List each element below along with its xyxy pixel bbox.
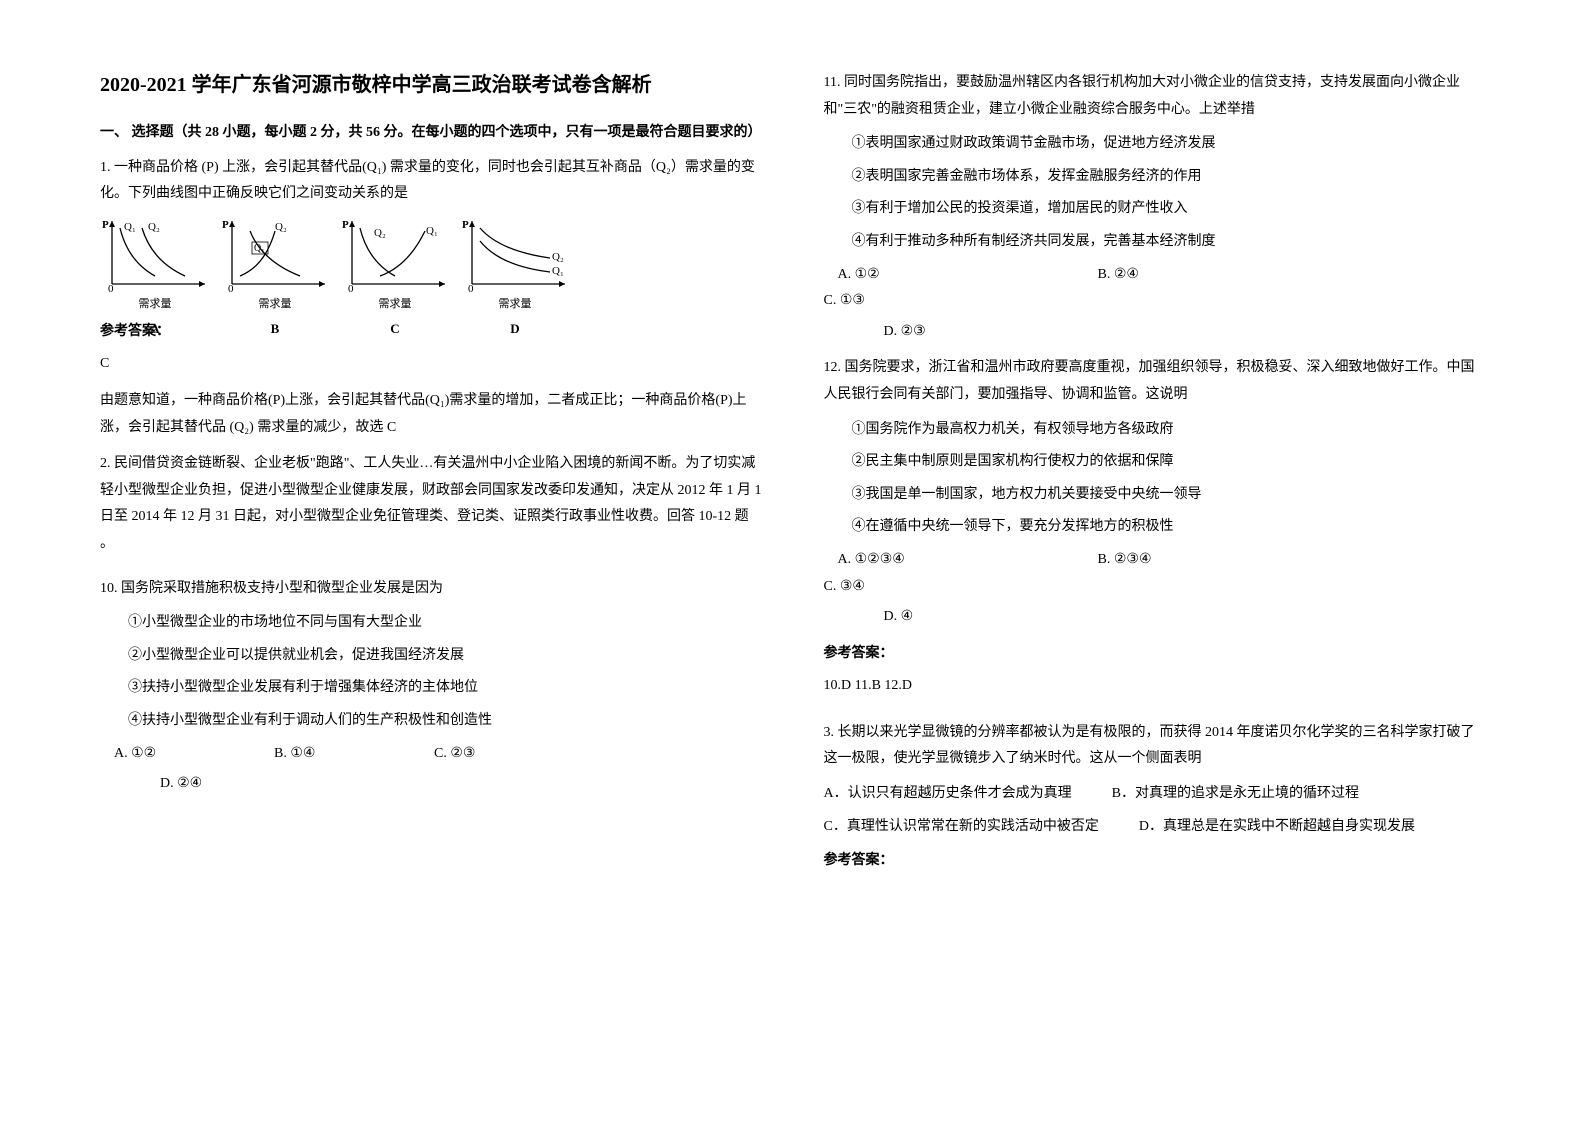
q2-intro: 2. 民间借贷资金链断裂、企业老板"跑路"、工人失业…有关温州中小企业陷入困境的… bbox=[100, 451, 764, 557]
q11-choice-d: D. ②③ bbox=[884, 319, 1488, 346]
q12-choice-b: B. ②③④ bbox=[1098, 547, 1358, 574]
svg-text:Q₂: Q₂ bbox=[275, 221, 287, 233]
svg-text:Q₁: Q₁ bbox=[552, 265, 564, 277]
chart-b-label: B bbox=[220, 317, 330, 342]
q3-stem: 3. 长期以来光学显微镜的分辨率都被认为是有极限的，而获得 2014 年度诺贝尔… bbox=[824, 720, 1488, 773]
q12-stem: 12. 国务院要求，浙江省和温州市政府要高度重视，加强组织领导，积极稳妥、深入细… bbox=[824, 355, 1488, 408]
q10-opt1: ①小型微型企业的市场地位不同与国有大型企业 bbox=[100, 610, 764, 637]
svg-text:0: 0 bbox=[468, 283, 474, 294]
svg-text:P: P bbox=[222, 219, 229, 231]
q11-opt2: ②表明国家完善金融市场体系，发挥金融服务经济的作用 bbox=[824, 164, 1488, 191]
q12-opt3: ③我国是单一制国家，地方权力机关要接受中央统一领导 bbox=[824, 482, 1488, 509]
svg-text:0: 0 bbox=[228, 283, 234, 294]
svg-text:Q₂: Q₂ bbox=[148, 221, 160, 233]
q10-choice-d: D. ②④ bbox=[160, 771, 764, 798]
svg-text:0: 0 bbox=[108, 283, 114, 294]
q3-choices-row1: A．认识只有超越历史条件才会成为真理 B．对真理的追求是永无止境的循环过程 bbox=[824, 781, 1488, 808]
q10-opt2: ②小型微型企业可以提供就业机会，促进我国经济发展 bbox=[100, 643, 764, 670]
svg-text:Q₁: Q₁ bbox=[426, 225, 438, 237]
q3-choice-c: C．真理性认识常常在新的实践活动中被否定 bbox=[824, 814, 1099, 841]
svg-text:0: 0 bbox=[348, 283, 354, 294]
section-1-heading: 一、 选择题（共 28 小题，每小题 2 分，共 56 分。在每小题的四个选项中… bbox=[100, 120, 764, 147]
q11-choice-c: C. ①③ bbox=[824, 288, 1084, 315]
svg-text:P: P bbox=[342, 219, 349, 231]
q11-opt1: ①表明国家通过财政政策调节金融市场，促进地方经济发展 bbox=[824, 131, 1488, 158]
svg-text:Q₁: Q₁ bbox=[254, 243, 265, 254]
q12-opt1: ①国务院作为最高权力机关，有权领导地方各级政府 bbox=[824, 417, 1488, 444]
q10-opt4: ④扶持小型微型企业有利于调动人们的生产积极性和创造性 bbox=[100, 708, 764, 735]
chart-c: P 0 Q₂ Q₁ 需求量 C bbox=[340, 216, 450, 311]
q10-12-answer-heading: 参考答案： bbox=[824, 641, 1488, 668]
page-title: 2020-2021 学年广东省河源市敬梓中学高三政治联考试卷含解析 bbox=[100, 70, 764, 100]
svg-text:Q₂: Q₂ bbox=[374, 227, 386, 239]
q12-choice-a: A. ①②③④ bbox=[838, 547, 1098, 574]
chart-a: P 0 Q₁ Q₂ 需求量 A bbox=[100, 216, 210, 311]
q10-choice-b: B. ①④ bbox=[274, 741, 434, 768]
q10-choices: A. ①② B. ①④ C. ②③ D. ②④ bbox=[100, 741, 764, 798]
q3-choices-row2: C．真理性认识常常在新的实践活动中被否定 D．真理总是在实践中不断超越自身实现发… bbox=[824, 814, 1488, 841]
q11-opt4: ④有利于推动多种所有制经济共同发展，完善基本经济制度 bbox=[824, 229, 1488, 256]
q11-stem: 11. 同时国务院指出，要鼓励温州辖区内各银行机构加大对小微企业的信贷支持，支持… bbox=[824, 70, 1488, 123]
q12-choice-c: C. ③④ bbox=[824, 574, 1084, 601]
q12-opt2: ②民主集中制原则是国家机构行使权力的依据和保障 bbox=[824, 449, 1488, 476]
chart-d: P 0 Q₂ Q₁ 需求量 D bbox=[460, 216, 570, 311]
q12-choices: A. ①②③④ B. ②③④ C. ③④ D. ④ bbox=[824, 547, 1488, 631]
q10-stem: 10. 国务院采取措施积极支持小型和微型企业发展是因为 bbox=[100, 576, 764, 603]
q1-stem: 1. 一种商品价格 (P) 上涨，会引起其替代品(Q₁) 需求量的变化，同时也会… bbox=[100, 155, 764, 208]
chart-d-label: D bbox=[460, 317, 570, 342]
q11-choice-a: A. ①② bbox=[838, 262, 1098, 289]
right-column: 11. 同时国务院指出，要鼓励温州辖区内各银行机构加大对小微企业的信贷支持，支持… bbox=[824, 70, 1488, 1052]
q3-choice-d: D．真理总是在实践中不断超越自身实现发展 bbox=[1139, 814, 1415, 841]
q11-choices: A. ①② B. ②④ C. ①③ D. ②③ bbox=[824, 262, 1488, 346]
q12-choice-d: D. ④ bbox=[884, 604, 1488, 631]
left-column: 2020-2021 学年广东省河源市敬梓中学高三政治联考试卷含解析 一、 选择题… bbox=[100, 70, 764, 1052]
svg-text:P: P bbox=[462, 219, 469, 231]
q1-charts: P 0 Q₁ Q₂ 需求量 A P 0 Q₂ bbox=[100, 216, 764, 311]
q10-opt3: ③扶持小型微型企业发展有利于增强集体经济的主体地位 bbox=[100, 675, 764, 702]
q10-choice-a: A. ①② bbox=[114, 741, 274, 768]
chart-a-ylabel: P bbox=[102, 219, 109, 231]
q12-opt4: ④在遵循中央统一领导下，要充分发挥地方的积极性 bbox=[824, 514, 1488, 541]
q10-choice-c: C. ②③ bbox=[434, 741, 594, 768]
q11-choice-b: B. ②④ bbox=[1098, 262, 1358, 289]
chart-c-label: C bbox=[340, 317, 450, 342]
q10-12-answer: 10.D 11.B 12.D bbox=[824, 673, 1488, 700]
svg-text:Q₂: Q₂ bbox=[552, 251, 564, 263]
chart-a-label: A bbox=[100, 317, 210, 342]
q1-answer-letter: C bbox=[100, 351, 764, 378]
q3-answer-heading: 参考答案： bbox=[824, 848, 1488, 875]
q1-explain: 由题意知道，一种商品价格(P)上涨，会引起其替代品(Q₁)需求量的增加，二者成正… bbox=[100, 388, 764, 441]
chart-a-xlabel: 需求量 bbox=[100, 294, 210, 315]
q3-choice-a: A．认识只有超越历史条件才会成为真理 bbox=[824, 781, 1072, 808]
chart-b: P 0 Q₂ Q₁ 需求量 B bbox=[220, 216, 330, 311]
svg-text:Q₁: Q₁ bbox=[124, 221, 136, 233]
q3-choice-b: B．对真理的追求是永无止境的循环过程 bbox=[1112, 781, 1359, 808]
q11-opt3: ③有利于增加公民的投资渠道，增加居民的财产性收入 bbox=[824, 196, 1488, 223]
